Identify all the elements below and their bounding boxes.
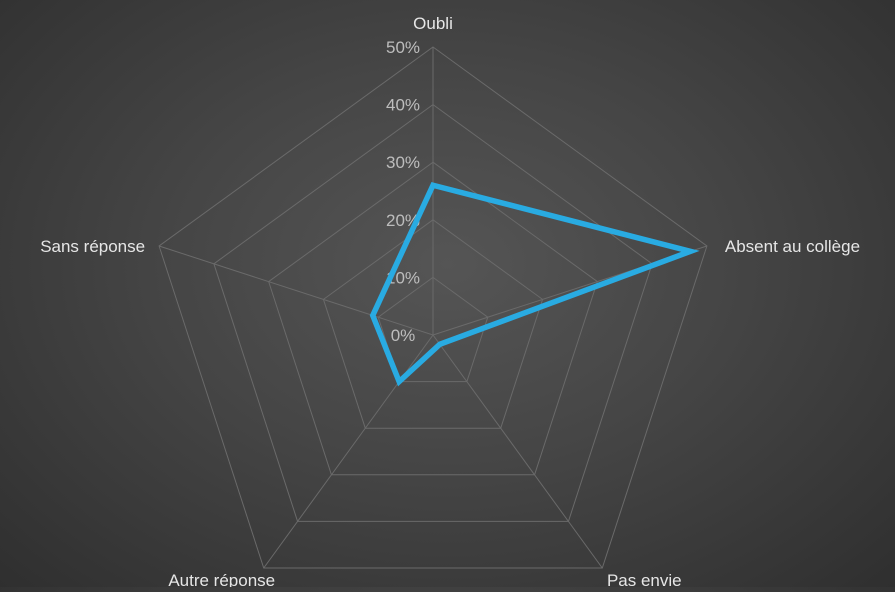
axis-spoke bbox=[159, 246, 433, 335]
category-label-layer: Oubli Absent au collège Pas envie Autre rép… bbox=[40, 14, 860, 587]
category-label: Absent au collège bbox=[725, 237, 860, 256]
axis-spoke bbox=[433, 335, 602, 568]
tick-label: 50% bbox=[386, 38, 420, 57]
category-label: Sans réponse bbox=[40, 237, 145, 256]
category-label: Oubli bbox=[413, 14, 453, 33]
tick-label: 40% bbox=[386, 96, 420, 115]
category-label: Autre réponse bbox=[168, 571, 275, 587]
grid-layer bbox=[159, 47, 707, 568]
tick-label: 0% bbox=[391, 326, 416, 345]
category-label: Pas envie bbox=[607, 571, 682, 587]
axis-spoke bbox=[264, 335, 433, 568]
tick-label: 30% bbox=[386, 153, 420, 172]
